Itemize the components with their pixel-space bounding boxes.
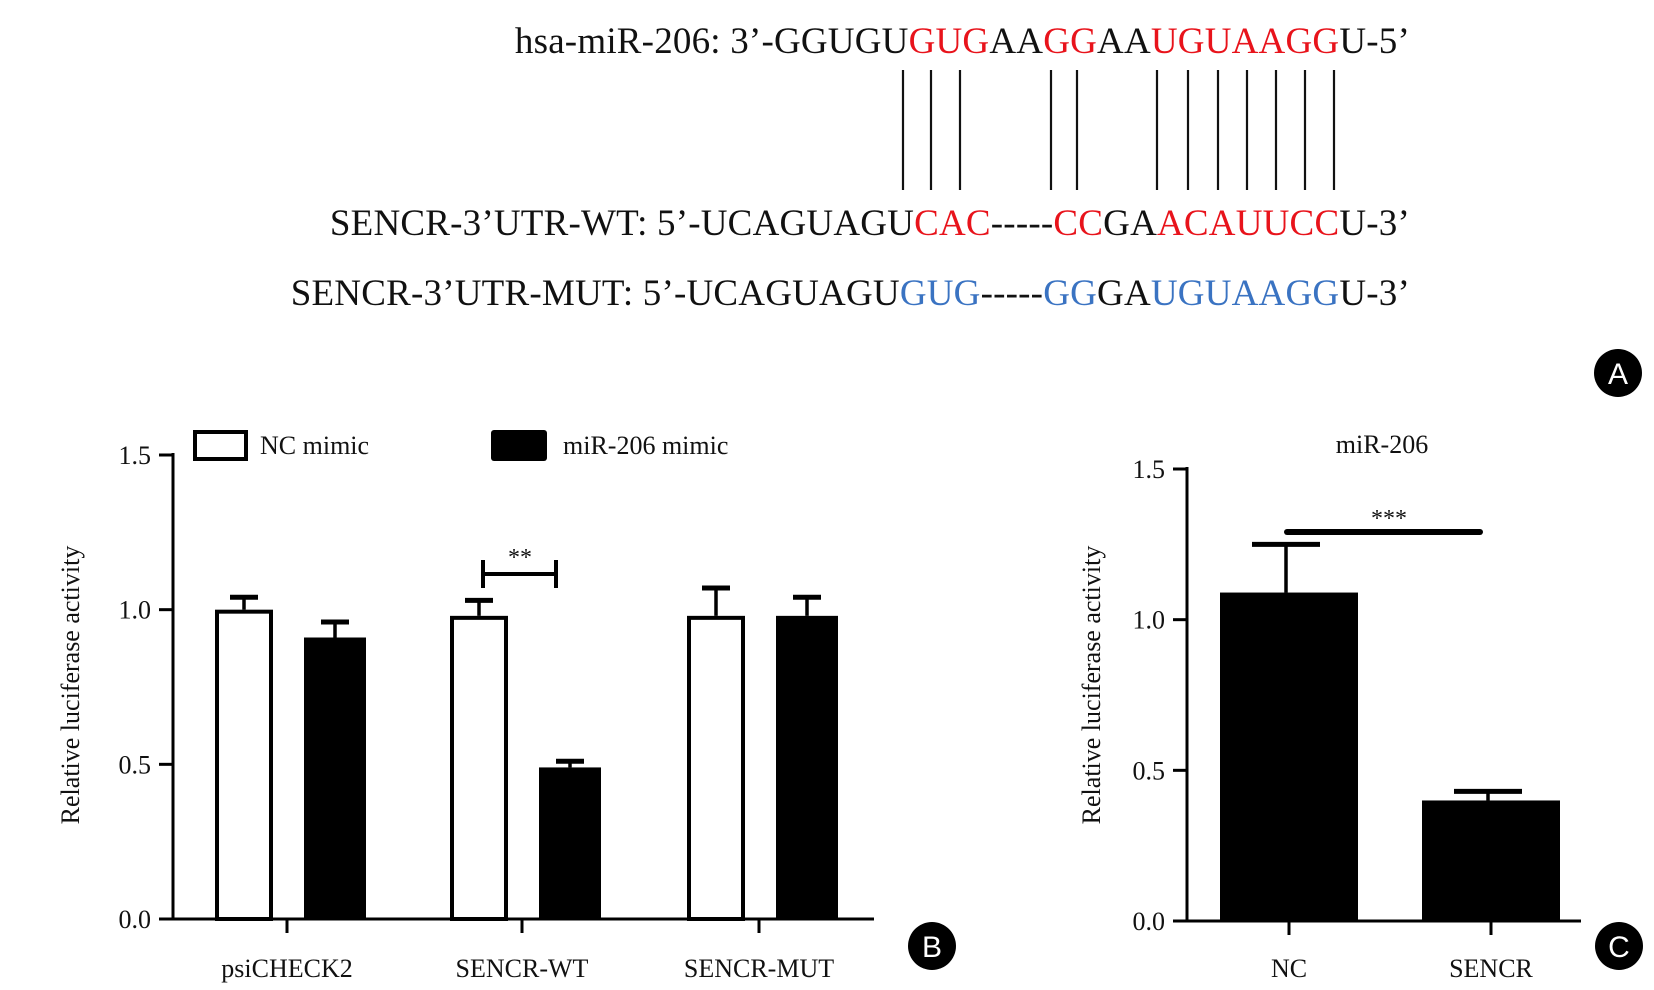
mir-segment: GUG	[908, 21, 990, 62]
panel-label-b: B	[908, 922, 956, 970]
bar-nc-mimic	[687, 615, 745, 921]
bar-mir206-mimic	[539, 767, 601, 919]
mir-segment: GG	[1043, 21, 1098, 62]
y-tick-label: 0.0	[1133, 907, 1166, 936]
sencr-mut-sequence: SENCR-3’UTR-MUT: 5’-UCAGUAGUGUG-----GGGA…	[291, 272, 1410, 315]
x-tick-label: NC	[1271, 954, 1307, 983]
wt-segment: U-3’	[1339, 203, 1410, 244]
x-tick-label: SENCR-MUT	[684, 954, 834, 983]
bar-mir206-mimic	[776, 615, 838, 919]
mir-segment: AA	[1097, 21, 1151, 62]
chart-c-y-ticks: 0.0 0.5 1.0 1.5	[1133, 455, 1581, 936]
y-tick-label: 0.0	[119, 905, 152, 934]
mut-segment: -----	[980, 273, 1044, 314]
mir206-sequence: hsa-miR-206: 3’-GGUGUGUGAAGGAAUGUAAGGU-5…	[515, 20, 1410, 63]
wt-segment: -----	[990, 203, 1054, 244]
mut-segment: GG	[1043, 273, 1098, 314]
wt-segment: CC	[1053, 203, 1104, 244]
chart-b-y-label: Relative luciferase activity	[56, 546, 85, 825]
y-tick-label: 1.5	[1133, 455, 1166, 484]
chart-c-bars	[1220, 541, 1560, 921]
chart-b-legend: NC mimic miR-206 mimic	[193, 430, 728, 461]
wt-segment: CAC	[914, 203, 991, 244]
panel-label-c: C	[1595, 922, 1643, 970]
mut-segment: UGUAAGG	[1150, 273, 1340, 314]
legend-swatch-mir206-mimic	[491, 430, 547, 461]
legend-label-nc-mimic: NC mimic	[260, 431, 369, 460]
y-tick-label: 1.5	[119, 441, 152, 470]
svg-text:B: B	[922, 931, 942, 964]
y-tick-label: 1.0	[119, 596, 152, 625]
wt-segment: GA	[1103, 203, 1157, 244]
mir-segment: UGUAAGG	[1150, 21, 1340, 62]
x-tick-label: SENCR	[1449, 954, 1533, 983]
base-pairing-lines	[901, 70, 1336, 190]
chart-b-bars	[215, 585, 838, 922]
chart-b-x-labels: psiCHECK2 SENCR-WT SENCR-MUT	[221, 919, 834, 983]
mir-segment: hsa-miR-206: 3’-GGUGU	[514, 21, 909, 62]
y-tick-label: 0.5	[1133, 756, 1166, 785]
chart-c: miR-206 Relative luciferase activity 0.0…	[1077, 430, 1581, 983]
sencr-wt-sequence: SENCR-3’UTR-WT: 5’-UCAGUAGUCAC-----CCGAA…	[330, 202, 1410, 245]
bar-sencr	[1422, 800, 1560, 921]
svg-text:A: A	[1608, 358, 1628, 391]
y-tick-label: 1.0	[1133, 606, 1166, 635]
chart-b: Relative luciferase activity 0.0 0.5 1.0 1.…	[56, 430, 874, 983]
mir-segment: U-5’	[1339, 21, 1410, 62]
bar-mir206-mimic	[304, 637, 366, 919]
bar-nc-mimic	[450, 615, 508, 921]
mut-segment: GA	[1097, 273, 1151, 314]
legend-label-mir206-mimic: miR-206 mimic	[563, 431, 728, 460]
chart-c-annotations: ***	[1284, 506, 1483, 535]
mut-segment: GUG	[899, 273, 981, 314]
mut-segment: SENCR-3’UTR-MUT: 5’-UCAGUAGU	[290, 273, 900, 314]
x-tick-label: psiCHECK2	[221, 954, 352, 983]
svg-text:C: C	[1608, 931, 1630, 964]
chart-c-title: miR-206	[1336, 430, 1428, 459]
chart-c-x-labels: NC SENCR	[1271, 921, 1534, 983]
significance-label: ***	[1371, 506, 1407, 532]
bar-nc	[1220, 592, 1358, 921]
bar-nc-mimic	[215, 609, 273, 922]
chart-b-annotations: **	[481, 545, 558, 588]
mir-segment: AA	[989, 21, 1044, 62]
legend-swatch-nc-mimic	[193, 430, 248, 461]
significance-label: **	[508, 545, 532, 571]
wt-segment: ACAUUCC	[1157, 203, 1340, 244]
wt-segment: SENCR-3’UTR-WT: 5’-UCAGUAGU	[329, 203, 915, 244]
y-tick-label: 0.5	[119, 750, 152, 779]
x-tick-label: SENCR-WT	[456, 954, 589, 983]
chart-c-y-label: Relative luciferase activity	[1077, 546, 1106, 825]
mut-segment: U-3’	[1339, 273, 1410, 314]
panel-label-a: A	[1594, 349, 1642, 397]
